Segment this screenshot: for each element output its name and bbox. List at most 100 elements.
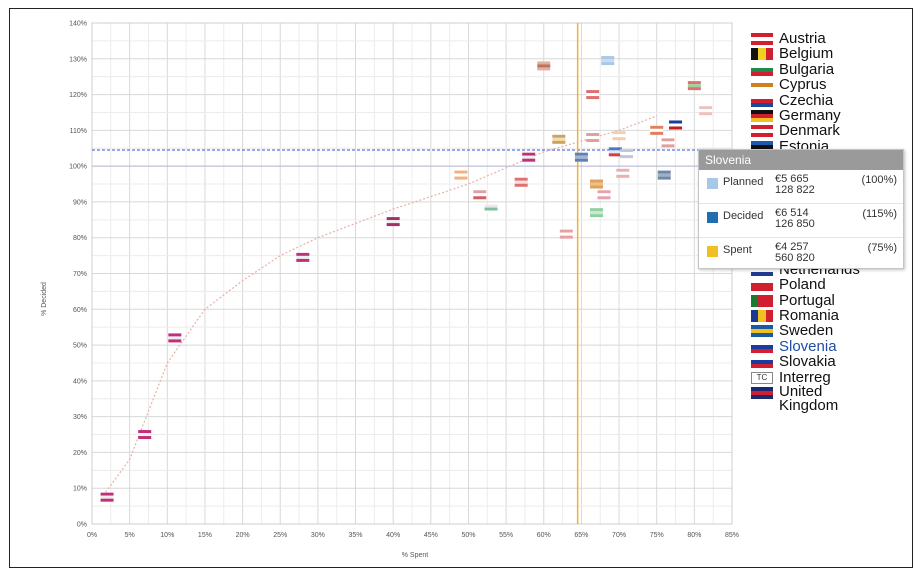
tooltip-value: €5 665 128 822 xyxy=(775,173,815,196)
flag-icon xyxy=(751,356,773,369)
legend-label: Denmark xyxy=(779,122,840,140)
flag-marker[interactable] xyxy=(612,131,626,141)
flag-stripe xyxy=(586,96,600,100)
flag-stripe xyxy=(616,174,630,178)
flag-stripe xyxy=(522,158,536,162)
flag-stripe xyxy=(661,144,675,148)
flag-marker[interactable] xyxy=(552,134,566,144)
flag-icon xyxy=(751,340,773,353)
flag-marker[interactable] xyxy=(454,170,468,180)
chart-frame: 0% 5% 10% 15% 20% 25% 30% 35% 40% 45% 50% 55% 60% 65%… xyxy=(9,8,913,568)
flag-marker[interactable] xyxy=(574,152,588,162)
y-tick-label: 20% xyxy=(73,450,87,457)
flag-marker[interactable] xyxy=(586,133,600,143)
tooltip-row-planned: Planned €5 665 128 822 (100%) xyxy=(699,170,903,204)
legend-item-portugal[interactable]: Portugal xyxy=(748,293,918,308)
legend-label: Czechia xyxy=(779,91,834,109)
x-tick-label: 5% xyxy=(125,532,135,539)
flag-stripe xyxy=(608,153,622,157)
tooltip-value: €6 514 126 850 xyxy=(775,207,815,230)
flag-stripe xyxy=(650,131,664,135)
legend-item-poland[interactable]: Poland xyxy=(748,277,918,292)
flag-marker[interactable] xyxy=(559,229,573,239)
flag-stripe xyxy=(454,176,468,180)
flag-stripe xyxy=(559,232,573,236)
flag-marker[interactable] xyxy=(589,179,603,189)
flag-marker[interactable] xyxy=(616,168,630,178)
flag-marker[interactable] xyxy=(586,90,600,100)
flag-marker[interactable] xyxy=(699,106,713,116)
flag-stripe xyxy=(100,492,114,496)
flag-stripe xyxy=(601,62,615,66)
flag-marker[interactable] xyxy=(608,147,622,157)
legend-item-denmark[interactable]: Denmark xyxy=(748,123,918,138)
flag-stripe xyxy=(620,149,634,153)
flag-stripe xyxy=(620,152,634,156)
flag-marker[interactable] xyxy=(650,125,664,135)
legend-item-interreg[interactable]: TC Interreg xyxy=(748,370,918,385)
flag-marker[interactable] xyxy=(601,56,615,66)
y-tick-label: 0% xyxy=(77,522,87,529)
x-axis-title: % Spent xyxy=(402,552,429,559)
flag-icon xyxy=(751,63,773,76)
flag-marker[interactable] xyxy=(669,120,683,130)
legend-item-austria[interactable]: Austria xyxy=(748,31,918,46)
flag-stripe xyxy=(168,333,182,337)
flag-marker[interactable] xyxy=(687,81,701,91)
flag-stripe xyxy=(661,138,675,142)
flag-stripe xyxy=(589,211,603,215)
y-tick-label: 90% xyxy=(73,199,87,206)
flag-icon xyxy=(751,386,773,399)
flag-marker[interactable] xyxy=(386,217,400,227)
flag-marker[interactable] xyxy=(537,61,551,71)
flag-stripe xyxy=(484,207,498,211)
legend-label: Austria xyxy=(779,30,826,47)
flag-marker[interactable] xyxy=(661,138,675,148)
flag-stripe xyxy=(687,81,701,85)
flag-stripe xyxy=(597,196,611,200)
legend-item-bulgaria[interactable]: Bulgaria xyxy=(748,62,918,77)
flag-stripe xyxy=(454,170,468,174)
flag-marker[interactable] xyxy=(484,204,498,214)
legend-item-slovakia[interactable]: Slovakia xyxy=(748,354,918,369)
flag-marker[interactable] xyxy=(100,492,114,502)
legend-label: United Kingdom xyxy=(779,382,839,414)
data-points[interactable] xyxy=(100,56,713,502)
legend-item-slovenia[interactable]: Slovenia xyxy=(748,336,918,358)
flag-stripe xyxy=(537,67,551,71)
scatter-chart: 0% 5% 10% 15% 20% 25% 30% 35% 40% 45% 50% 55% 60% 65%… xyxy=(41,21,739,560)
flag-marker[interactable] xyxy=(138,430,152,440)
legend-item-belgium[interactable]: Belgium xyxy=(748,46,918,61)
flag-stripe xyxy=(552,140,566,144)
x-tick-label: 30% xyxy=(311,532,325,539)
flag-marker[interactable] xyxy=(473,190,487,200)
flag-marker[interactable] xyxy=(296,252,310,262)
x-tick-label: 40% xyxy=(386,532,400,539)
flag-marker[interactable] xyxy=(589,208,603,218)
legend-item-sweden[interactable]: Sweden xyxy=(748,323,918,338)
legend-item-czechia[interactable]: Czechia xyxy=(748,93,918,108)
x-tick-label: 70% xyxy=(612,532,626,539)
y-tick-label: 120% xyxy=(69,92,87,99)
flag-marker[interactable] xyxy=(514,177,528,187)
flag-stripe xyxy=(514,180,528,184)
legend-item-germany[interactable]: Germany xyxy=(748,108,918,123)
flag-stripe xyxy=(586,90,600,94)
flag-icon xyxy=(751,294,773,307)
legend-label: Bulgaria xyxy=(779,60,835,78)
flag-stripe xyxy=(612,134,626,138)
flag-marker[interactable] xyxy=(597,190,611,200)
flag-marker[interactable] xyxy=(657,170,671,180)
legend-item-romania[interactable]: Romania xyxy=(748,308,918,323)
flag-marker[interactable] xyxy=(168,333,182,343)
tooltip-swatch xyxy=(707,178,718,189)
flag-stripe xyxy=(386,220,400,224)
legend-item-cyprus[interactable]: Cyprus xyxy=(748,77,918,92)
flag-marker[interactable] xyxy=(620,149,634,159)
legend-item-united-kingdom[interactable]: United Kingdom xyxy=(748,382,918,414)
flag-stripe xyxy=(608,150,622,154)
flag-marker[interactable] xyxy=(522,152,536,162)
legend-label: Belgium xyxy=(779,45,834,63)
legend-label: Slovakia xyxy=(779,353,836,371)
flag-stripe xyxy=(597,190,611,194)
